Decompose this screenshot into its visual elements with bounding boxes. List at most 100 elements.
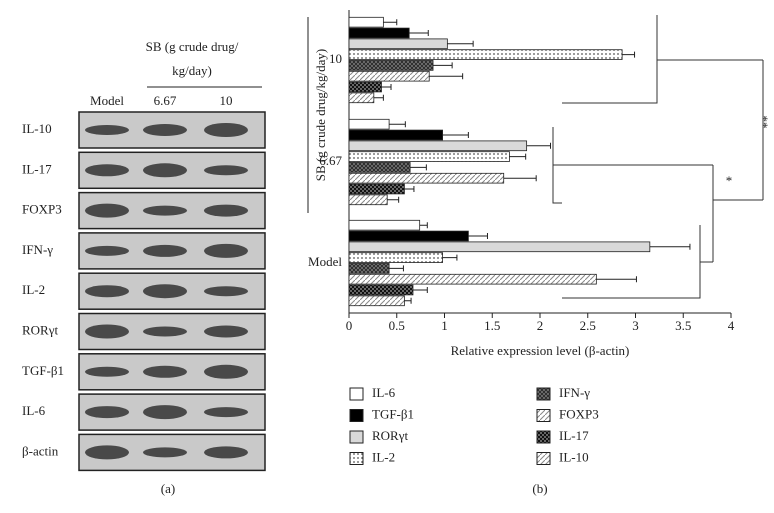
band (143, 405, 187, 420)
error-bar (419, 222, 428, 229)
bar (348, 60, 434, 71)
error-bar (389, 265, 404, 272)
legend-swatch (349, 452, 364, 465)
error-bar (404, 297, 412, 304)
bar (348, 140, 528, 152)
band (85, 164, 129, 177)
x-tick-label: 0.5 (389, 318, 405, 333)
row-label: TGF-β1 (22, 363, 64, 378)
row-label: β-actin (22, 443, 59, 458)
band (143, 205, 187, 216)
bar (348, 16, 384, 28)
caption: (b) (532, 481, 547, 496)
error-bar (381, 84, 392, 90)
annotation: * (726, 173, 733, 188)
x-tick-label: 4 (728, 318, 735, 333)
bar (348, 263, 390, 274)
error-bar (596, 276, 637, 283)
legend-label: IFN-γ (559, 385, 590, 400)
band (143, 365, 187, 378)
band (85, 125, 129, 135)
bar (348, 230, 469, 242)
band (204, 325, 248, 338)
panel-b: SB (g crude drug/kg/day) Relative expres… (307, 10, 771, 496)
legend-label: RORγt (372, 428, 408, 443)
legend-swatch (536, 452, 551, 465)
bar (348, 151, 510, 162)
band (204, 446, 248, 459)
band (143, 244, 187, 257)
panel-a: SB (g crude drug/ kg/day) (a) Model 6.67 1… (22, 39, 266, 496)
band (204, 165, 248, 176)
row-label: IFN-γ (22, 242, 53, 257)
bar (348, 273, 597, 285)
row-label: RORγt (22, 322, 58, 337)
band (143, 124, 187, 136)
caption: (a) (161, 481, 175, 496)
significance-brackets (552, 15, 764, 299)
x-tick-label: 0 (346, 318, 353, 333)
bar (348, 27, 410, 39)
bar (348, 162, 411, 173)
legend-label: IL-6 (372, 385, 396, 400)
error-bar (409, 30, 429, 36)
header: kg/day) (172, 63, 212, 78)
bar (348, 70, 430, 82)
bar (348, 295, 405, 307)
error-bar (447, 40, 474, 47)
row-label: FOXP3 (22, 202, 62, 217)
error-bar (509, 153, 527, 160)
x-tick-label: 1.5 (484, 318, 500, 333)
error-bar (468, 233, 488, 239)
band (143, 284, 187, 299)
y-tick-label: 10 (329, 51, 342, 66)
lane-label: 6.67 (154, 93, 177, 108)
legend-label: TGF-β1 (372, 406, 414, 421)
bar (348, 49, 623, 60)
error-bar (412, 287, 428, 293)
error-bar (410, 164, 427, 171)
x-axis-label: Relative expression level (β-actin) (451, 343, 630, 358)
bar (348, 194, 388, 206)
error-bar (503, 175, 537, 182)
legend-swatch (536, 387, 551, 401)
bar (348, 118, 390, 130)
error-bar (404, 186, 415, 192)
legend-label: FOXP3 (559, 406, 599, 421)
row-label: IL-17 (22, 161, 52, 176)
band (85, 245, 129, 256)
band (85, 406, 129, 419)
y-tick-label: 6.67 (319, 153, 342, 168)
bar (348, 81, 382, 93)
lane-label: 10 (220, 93, 233, 108)
band (85, 366, 129, 377)
row-label: IL-2 (22, 282, 45, 297)
legend-swatch (349, 430, 364, 444)
annotation: ** (756, 116, 771, 129)
error-bar (389, 121, 406, 128)
band (143, 447, 187, 458)
x-tick-label: 2 (537, 318, 544, 333)
legend-swatch (349, 387, 364, 401)
error-bar (433, 62, 453, 69)
row-label: IL-6 (22, 403, 46, 418)
error-bar (429, 73, 464, 80)
error-bar (442, 132, 469, 138)
band (204, 286, 248, 297)
legend-swatch (536, 409, 551, 422)
x-tick-label: 3.5 (675, 318, 691, 333)
bar (348, 219, 421, 231)
band (204, 204, 248, 217)
header: SB (g crude drug/ (146, 39, 239, 54)
x-tick-label: 2.5 (580, 318, 596, 333)
legend-label: IL-10 (559, 449, 589, 464)
error-bar (387, 196, 400, 203)
bar (348, 172, 505, 184)
bar (348, 284, 414, 296)
band (85, 445, 129, 460)
band (85, 203, 129, 218)
bar (348, 241, 651, 253)
bar (348, 38, 448, 50)
band (204, 364, 248, 379)
